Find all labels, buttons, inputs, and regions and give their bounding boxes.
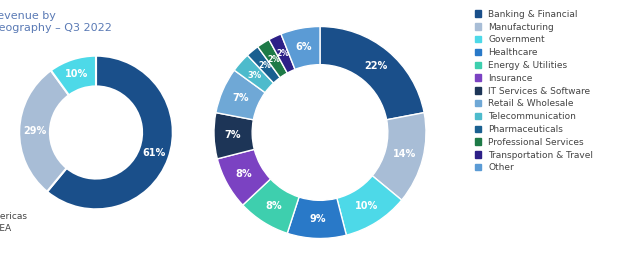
Text: 10%: 10% xyxy=(65,69,88,79)
Legend: Americas, EMEA, APJ: Americas, EMEA, APJ xyxy=(0,212,28,245)
Wedge shape xyxy=(281,26,320,69)
Text: 2%: 2% xyxy=(276,49,289,58)
Text: 2%: 2% xyxy=(267,55,280,64)
Wedge shape xyxy=(372,113,426,200)
Wedge shape xyxy=(269,34,295,73)
Wedge shape xyxy=(218,149,271,205)
Text: 8%: 8% xyxy=(236,169,252,179)
Text: 10%: 10% xyxy=(355,201,378,211)
Text: 6%: 6% xyxy=(296,42,312,52)
Wedge shape xyxy=(248,47,280,83)
Text: 9%: 9% xyxy=(309,214,326,224)
Wedge shape xyxy=(216,70,265,120)
Wedge shape xyxy=(258,39,287,78)
Text: 61%: 61% xyxy=(142,148,165,158)
Wedge shape xyxy=(214,113,254,159)
Text: 14%: 14% xyxy=(392,149,416,159)
Wedge shape xyxy=(47,56,173,209)
Text: 22%: 22% xyxy=(364,60,387,70)
Wedge shape xyxy=(234,55,273,93)
Text: 7%: 7% xyxy=(232,93,248,103)
Wedge shape xyxy=(243,179,299,233)
Text: Revenue by
Geography – Q3 2022: Revenue by Geography – Q3 2022 xyxy=(0,11,112,33)
Text: 2%: 2% xyxy=(258,61,271,70)
Wedge shape xyxy=(337,176,402,235)
Wedge shape xyxy=(51,56,96,95)
Text: 8%: 8% xyxy=(265,201,282,211)
Text: 29%: 29% xyxy=(23,126,46,136)
Text: 3%: 3% xyxy=(248,70,262,80)
Wedge shape xyxy=(19,70,69,192)
Legend: Banking & Financial, Manufacturing, Government, Healthcare, Energy & Utilities, : Banking & Financial, Manufacturing, Gove… xyxy=(475,10,593,172)
Text: 7%: 7% xyxy=(225,130,241,140)
Wedge shape xyxy=(287,197,346,238)
Wedge shape xyxy=(320,26,424,120)
